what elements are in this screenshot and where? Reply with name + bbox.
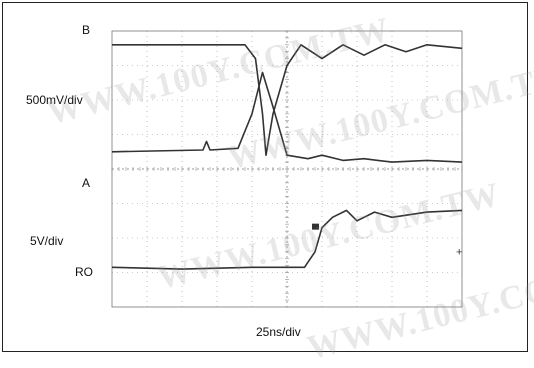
trace-ro-marker xyxy=(312,223,319,230)
oscilloscope-plot: + xyxy=(111,30,463,308)
trace-ro xyxy=(111,209,463,270)
trace-a xyxy=(111,71,463,163)
plot-border xyxy=(111,30,463,308)
volts-per-div-bottom-label: 5V/div xyxy=(30,234,64,248)
channel-b-label: B xyxy=(82,23,91,37)
channel-ro-label: RO xyxy=(75,265,93,279)
time-per-div-label: 25ns/div xyxy=(256,325,301,339)
trigger-marker: + xyxy=(456,246,462,258)
volts-per-div-top-label: 500mV/div xyxy=(26,93,83,107)
trace-b xyxy=(112,44,463,156)
channel-a-label: A xyxy=(82,176,91,190)
